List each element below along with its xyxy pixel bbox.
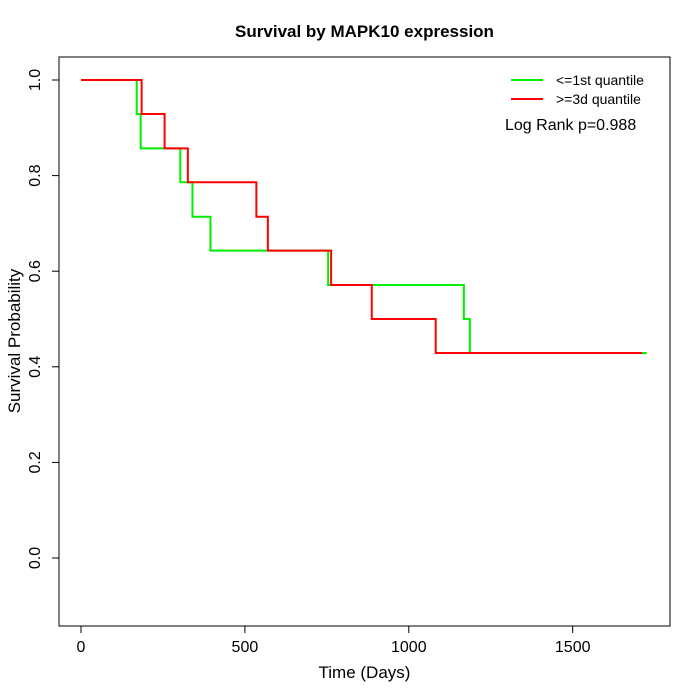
legend: <=1st quantile >=3d quantile Log Rank p=… bbox=[505, 70, 644, 135]
legend-item-1st-quantile: <=1st quantile bbox=[505, 70, 644, 89]
chart-title: Survival by MAPK10 expression bbox=[235, 22, 494, 41]
y-axis-label: Survival Probability bbox=[5, 268, 24, 414]
x-axis-tick-label: 1500 bbox=[555, 639, 591, 656]
x-axis-tick-label: 1000 bbox=[391, 639, 427, 656]
red-line-swatch-icon bbox=[511, 97, 543, 100]
y-axis-tick-label: 1.0 bbox=[27, 69, 44, 91]
survival-curves bbox=[81, 79, 647, 354]
y-axis-tick-label: 0.6 bbox=[27, 260, 44, 282]
y-axis-tick-label: 0.2 bbox=[27, 451, 44, 473]
survival-curve-1st-quantile bbox=[81, 79, 647, 354]
y-axis-tick-label: 0.4 bbox=[27, 356, 44, 378]
y-axis-tick-label: 0.0 bbox=[27, 547, 44, 569]
plot-box bbox=[58, 56, 671, 627]
legend-item-3d-quantile: >=3d quantile bbox=[505, 89, 644, 108]
log-rank-p-value: Log Rank p=0.988 bbox=[505, 117, 637, 134]
legend-label-3d-quantile: >=3d quantile bbox=[556, 90, 641, 107]
survival-curve-3d-quantile bbox=[81, 79, 642, 354]
x-axis-tick-label: 0 bbox=[77, 639, 86, 656]
x-axis-tick-label: 500 bbox=[232, 639, 259, 656]
axes: 0 500 1000 1500 0.0 0.2 0.4 0.6 0.8 1.0 bbox=[27, 56, 671, 656]
green-line-swatch-icon bbox=[511, 78, 543, 81]
x-axis-label: Time (Days) bbox=[318, 663, 411, 682]
y-axis-tick-label: 0.8 bbox=[27, 164, 44, 186]
legend-label-1st-quantile: <=1st quantile bbox=[556, 71, 644, 88]
